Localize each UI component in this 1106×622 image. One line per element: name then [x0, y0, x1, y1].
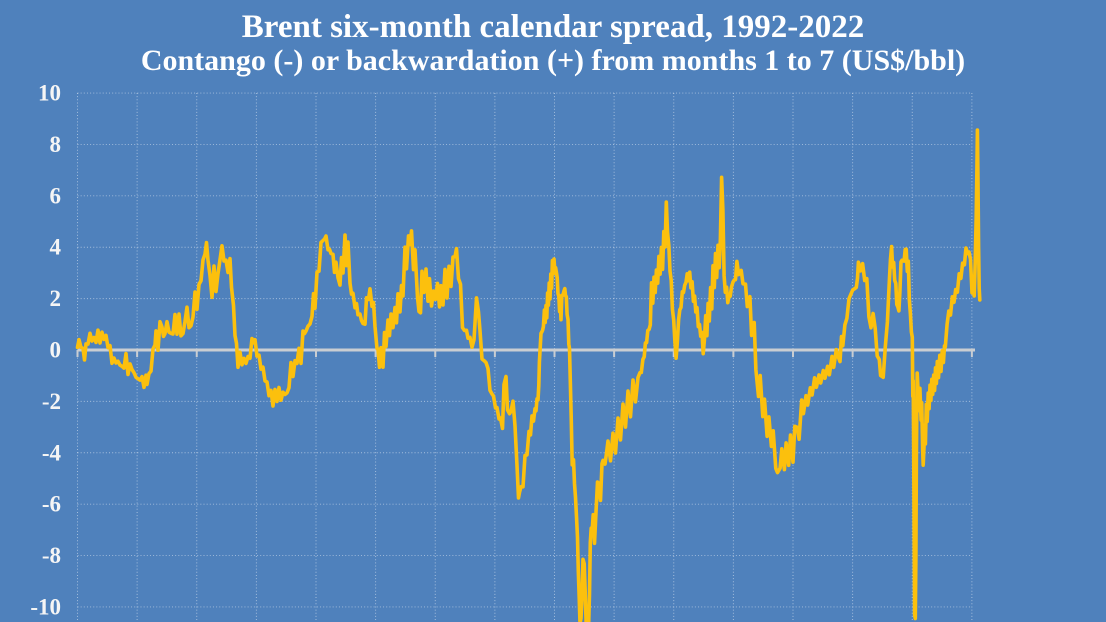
svg-text:4: 4: [50, 235, 62, 260]
svg-text:-8: -8: [42, 543, 61, 568]
svg-text:-6: -6: [42, 492, 61, 517]
svg-text:10: 10: [38, 81, 61, 106]
svg-text:8: 8: [50, 132, 62, 157]
svg-text:2: 2: [50, 286, 62, 311]
svg-text:0: 0: [50, 338, 62, 363]
svg-text:Brent six-month calendar sprea: Brent six-month calendar spread, 1992-20…: [242, 9, 864, 45]
svg-text:Contango (-) or backwardation: Contango (-) or backwardation (+) from m…: [141, 44, 965, 77]
svg-text:-10: -10: [30, 595, 61, 620]
svg-text:-2: -2: [42, 389, 61, 414]
svg-text:-4: -4: [42, 440, 62, 465]
svg-text:6: 6: [50, 183, 62, 208]
